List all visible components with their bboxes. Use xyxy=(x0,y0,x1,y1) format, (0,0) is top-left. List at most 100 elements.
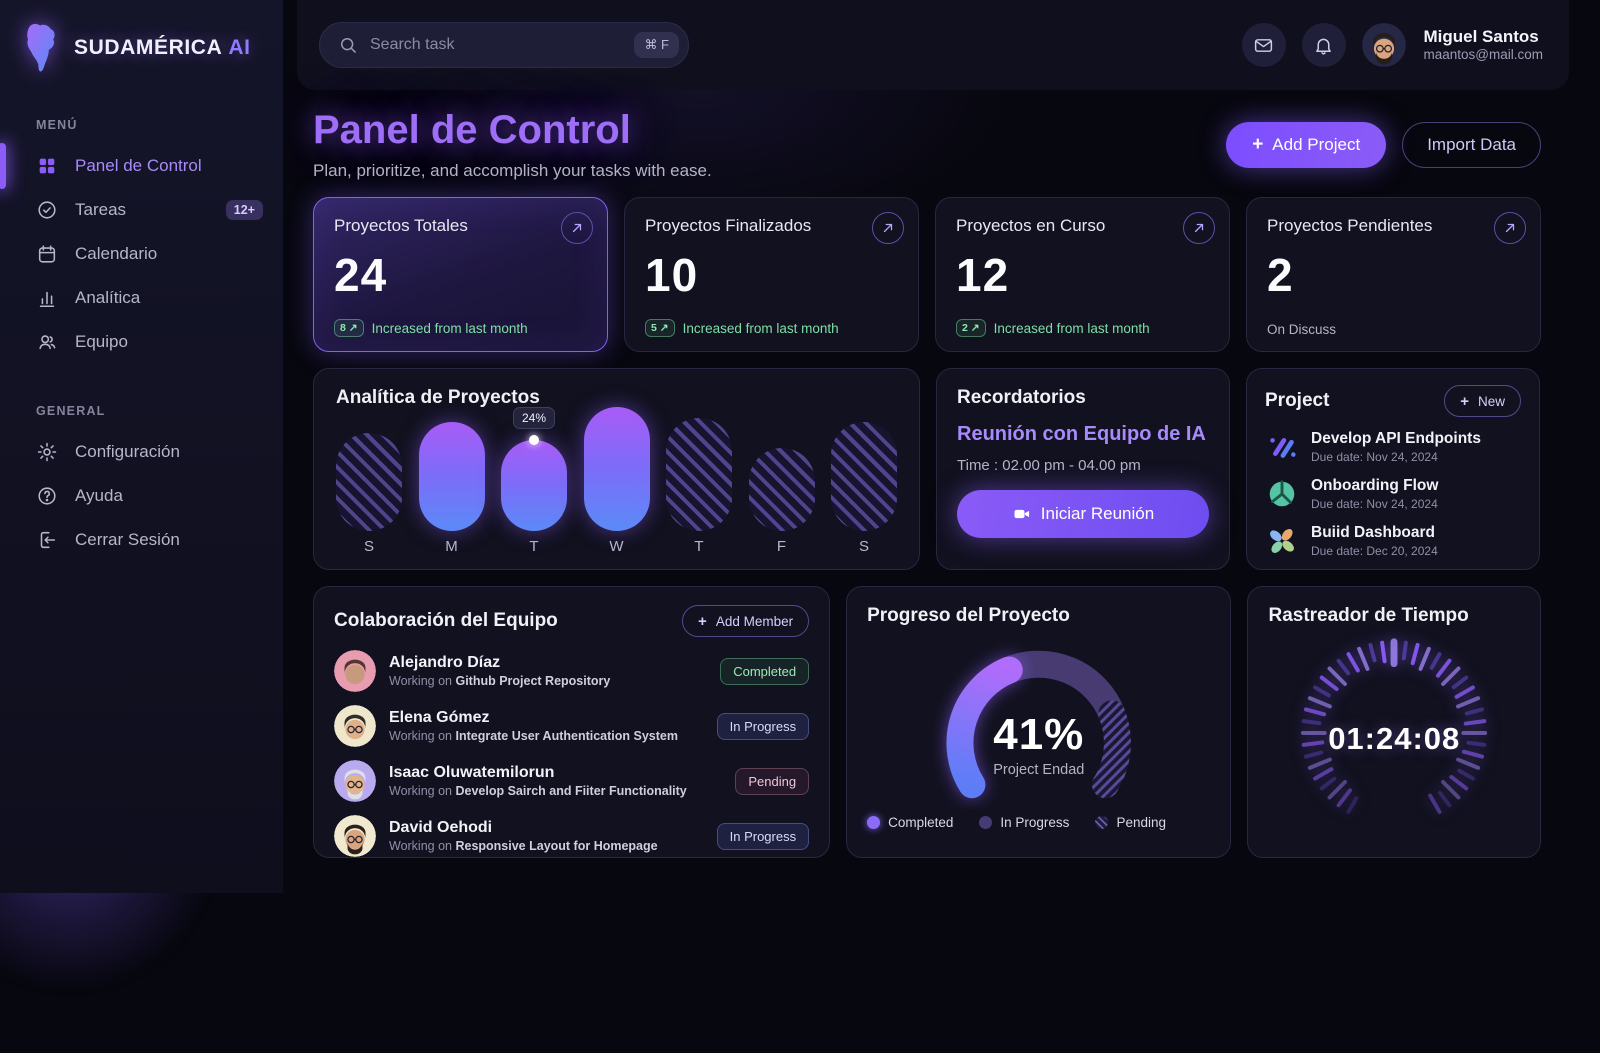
add-member-button[interactable]: Add Member xyxy=(682,605,810,637)
project-item[interactable]: Buiid Dashboard Due date: Dec 20, 2024 xyxy=(1265,524,1521,558)
sidebar-item-configuracion[interactable]: Configuración xyxy=(0,430,283,474)
stat-card-proyectos-pendientes[interactable]: Proyectos Pendientes 2 On Discuss xyxy=(1246,197,1541,352)
sidebar-item-ayuda[interactable]: Ayuda xyxy=(0,474,283,518)
member-avatar xyxy=(334,705,376,747)
api-endpoints-icon xyxy=(1270,438,1296,458)
chart-bar-column[interactable]: S xyxy=(336,433,402,555)
open-stat-button[interactable] xyxy=(1183,212,1215,244)
chart-bar-column[interactable]: F xyxy=(748,448,815,555)
sidebar-item-analitica[interactable]: Analítica xyxy=(0,276,283,320)
project-name: Buiid Dashboard xyxy=(1311,524,1436,542)
chart-bar[interactable] xyxy=(583,407,650,531)
tracker-tick xyxy=(1319,675,1339,692)
memoji-avatar-icon xyxy=(334,815,376,857)
tracker-tick xyxy=(1304,707,1327,717)
arrow-up-right-icon xyxy=(572,223,582,233)
chart-bar[interactable] xyxy=(748,448,815,531)
video-camera-icon xyxy=(1014,509,1029,519)
search-input[interactable] xyxy=(370,36,623,54)
messages-button[interactable] xyxy=(1241,23,1286,67)
import-data-button[interactable]: Import Data xyxy=(1402,121,1541,168)
status-badge: Pending xyxy=(735,767,810,795)
tracker-tick xyxy=(1313,767,1334,781)
tracker-tick xyxy=(1438,790,1452,808)
chart-bar[interactable] xyxy=(336,433,402,531)
stat-value: 2 xyxy=(1267,249,1294,301)
team-member-row[interactable]: Isaac Oluwatemilorun Working on Develop … xyxy=(334,760,810,802)
tracker-tick xyxy=(1357,646,1370,671)
sidebar-item-equipo[interactable]: Equipo xyxy=(0,320,283,364)
stat-note: Increased from last month xyxy=(993,320,1150,336)
project-item[interactable]: Onboarding Flow Due date: Nov 24, 2024 xyxy=(1265,477,1521,511)
gauge-center: 41% Project Endad xyxy=(993,710,1084,778)
sidebar-item-label: Panel de Control xyxy=(75,156,202,175)
brand-name: SUDAMÉRICA AI xyxy=(74,36,251,59)
tasks-icon xyxy=(38,201,56,219)
notifications-button[interactable] xyxy=(1301,23,1346,67)
chart-x-label: M xyxy=(445,538,458,555)
chart-x-label: T xyxy=(529,538,539,555)
analytics-title: Analítica de Proyectos xyxy=(336,387,540,408)
project-due-date: Due date: Nov 24, 2024 xyxy=(1311,496,1438,511)
sidebar-item-panel-de-control[interactable]: Panel de Control xyxy=(0,143,283,189)
project-item[interactable]: Develop API Endpoints Due date: Nov 24, … xyxy=(1265,430,1521,464)
sidebar: SUDAMÉRICA AI MENÚ Panel de Control Tarea… xyxy=(0,0,283,893)
status-badge: Completed xyxy=(720,657,810,685)
start-meeting-button[interactable]: Iniciar Reunión xyxy=(957,490,1209,538)
chart-bar-column[interactable]: W xyxy=(583,407,650,555)
project-due-date: Due date: Dec 20, 2024 xyxy=(1311,543,1438,558)
project-due-date: Due date: Nov 24, 2024 xyxy=(1311,449,1438,464)
tracker-tick xyxy=(1456,696,1481,709)
stat-card-proyectos-totales[interactable]: Proyectos Totales 24 8 ↗ Increased from … xyxy=(313,197,608,352)
new-project-button[interactable]: New xyxy=(1444,385,1521,417)
member-name: Elena Gómez xyxy=(389,709,490,726)
stat-note: Increased from last month xyxy=(371,320,528,336)
open-stat-button[interactable] xyxy=(561,212,593,244)
sidebar-item-calendario[interactable]: Calendario xyxy=(0,232,283,276)
tracker-tick xyxy=(1441,666,1461,686)
tracker-tick xyxy=(1456,757,1481,770)
stat-card-proyectos-finalizados[interactable]: Proyectos Finalizados 10 5 ↗ Increased f… xyxy=(624,197,919,352)
open-stat-button[interactable] xyxy=(872,212,904,244)
open-stat-button[interactable] xyxy=(1494,212,1526,244)
tracker-tick xyxy=(1336,788,1353,808)
chart-bar[interactable] xyxy=(831,422,897,531)
projects-panel: Project New Develop API Endpoints Due da… xyxy=(1246,368,1540,570)
legend-in-progress: In Progress xyxy=(979,815,1069,830)
stat-card-proyectos-en-curso[interactable]: Proyectos en Curso 12 2 ↗ Increased from… xyxy=(935,197,1230,352)
stat-title: Proyectos Finalizados xyxy=(645,216,812,235)
main-area: ⌘ F xyxy=(283,0,1600,893)
weekly-bar-chart: S M 24% T W T F S xyxy=(336,407,897,555)
progress-panel: Progreso del Proyecto xyxy=(846,586,1232,858)
chart-bar-column[interactable]: T xyxy=(666,418,732,555)
add-project-button[interactable]: Add Project xyxy=(1226,121,1387,168)
sidebar-item-cerrar-sesion[interactable]: Cerrar Sesión xyxy=(0,518,283,562)
users-icon xyxy=(39,335,56,350)
tracker-tick xyxy=(1327,666,1348,686)
south-america-logo-icon xyxy=(27,23,55,72)
team-member-row[interactable]: Elena Gómez Working on Integrate User Au… xyxy=(334,705,810,747)
legend-dot-completed xyxy=(867,816,881,829)
user-avatar[interactable] xyxy=(1361,23,1406,67)
chart-bar-column[interactable]: S xyxy=(831,422,897,555)
chart-x-label: T xyxy=(694,538,704,555)
chart-bar[interactable] xyxy=(418,422,485,531)
sidebar-item-label: Configuración xyxy=(75,442,180,461)
chart-bar-column[interactable]: M xyxy=(418,422,485,555)
trend-badge: 8 ↗ xyxy=(334,319,364,337)
team-member-row[interactable]: David Oehodi Working on Responsive Layou… xyxy=(334,815,810,857)
chart-bar[interactable]: 24% xyxy=(501,407,567,531)
sidebar-item-tareas[interactable]: Tareas 12+ xyxy=(0,188,283,232)
chart-bar-column[interactable]: 24% T xyxy=(501,407,567,555)
tracker-tick xyxy=(1454,685,1476,699)
bell-icon xyxy=(1316,38,1331,54)
chart-bar[interactable] xyxy=(666,418,732,531)
onboarding-flow-icon xyxy=(1269,480,1295,507)
tracker-tick xyxy=(1466,740,1487,747)
member-name: Alejandro Díaz xyxy=(389,654,501,671)
memoji-avatar-icon xyxy=(1361,23,1406,67)
team-member-row[interactable]: Alejandro Díaz Working on Github Project… xyxy=(334,650,810,692)
grid-icon xyxy=(39,158,55,174)
stat-value: 10 xyxy=(645,249,699,301)
search-shortcut: ⌘ F xyxy=(634,32,679,58)
